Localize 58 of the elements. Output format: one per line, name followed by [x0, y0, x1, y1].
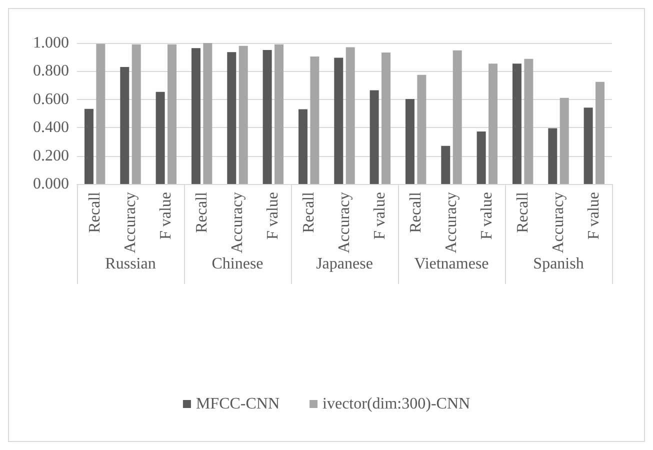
bar	[346, 47, 355, 184]
bar	[488, 64, 498, 184]
bar	[524, 58, 534, 184]
y-tick-label: 1.000	[33, 34, 69, 52]
x-tick-label: Accuracy	[336, 192, 353, 254]
x-tick-label: Accuracy	[122, 192, 139, 254]
text: Russian	[105, 256, 156, 272]
bar	[262, 50, 272, 184]
bar	[452, 50, 462, 184]
bar	[84, 108, 94, 184]
bar	[441, 146, 450, 184]
text: Chinese	[212, 256, 264, 272]
x-tick-label: F value	[586, 192, 603, 240]
bar	[120, 66, 130, 184]
x-tick-label: Accuracy	[229, 192, 246, 254]
bar	[382, 52, 391, 184]
bar	[168, 44, 177, 184]
bar	[238, 46, 248, 184]
x-tick-label: Accuracy	[443, 192, 460, 254]
bar	[560, 98, 569, 184]
x-tick-label: F value	[372, 192, 389, 240]
bar	[274, 44, 284, 184]
legend-label: ivector(dim:300)-CNN	[322, 396, 470, 412]
bar	[132, 44, 141, 184]
y-tick-label: 0.400	[33, 119, 69, 136]
x-tick-label: Recall	[193, 191, 210, 233]
text: Vietnamese	[414, 256, 489, 272]
x-tick-label: Recall	[300, 191, 318, 233]
y-tick-label: 0.200	[33, 147, 69, 164]
legend-label: MFCC-CNN	[196, 396, 280, 412]
bar	[203, 43, 212, 184]
bar	[476, 132, 486, 184]
bar	[298, 109, 308, 184]
x-tick-label: Recall	[407, 191, 424, 233]
bar	[370, 90, 379, 184]
bar	[310, 56, 320, 184]
text: Spanish	[533, 256, 584, 272]
bar	[417, 74, 426, 184]
bar	[512, 64, 522, 184]
bar	[596, 82, 605, 184]
x-tick-label: F value	[158, 192, 175, 240]
text: Japanese	[316, 256, 373, 272]
bar	[227, 52, 236, 184]
y-tick-label: 0.600	[33, 90, 69, 108]
x-tick-label: Recall	[514, 191, 532, 233]
y-tick-label: 0.000	[33, 176, 69, 192]
x-tick-label: Accuracy	[550, 192, 567, 254]
x-tick-label: F value	[264, 192, 282, 240]
bar	[191, 48, 200, 184]
bar	[156, 92, 165, 184]
bar	[548, 128, 558, 184]
x-tick-label: F value	[478, 192, 496, 240]
bar	[96, 44, 106, 184]
bar	[584, 108, 593, 184]
x-tick-label: Recall	[86, 191, 104, 233]
bar	[405, 98, 414, 184]
bar	[334, 58, 344, 184]
y-tick-label: 0.800	[33, 62, 69, 80]
